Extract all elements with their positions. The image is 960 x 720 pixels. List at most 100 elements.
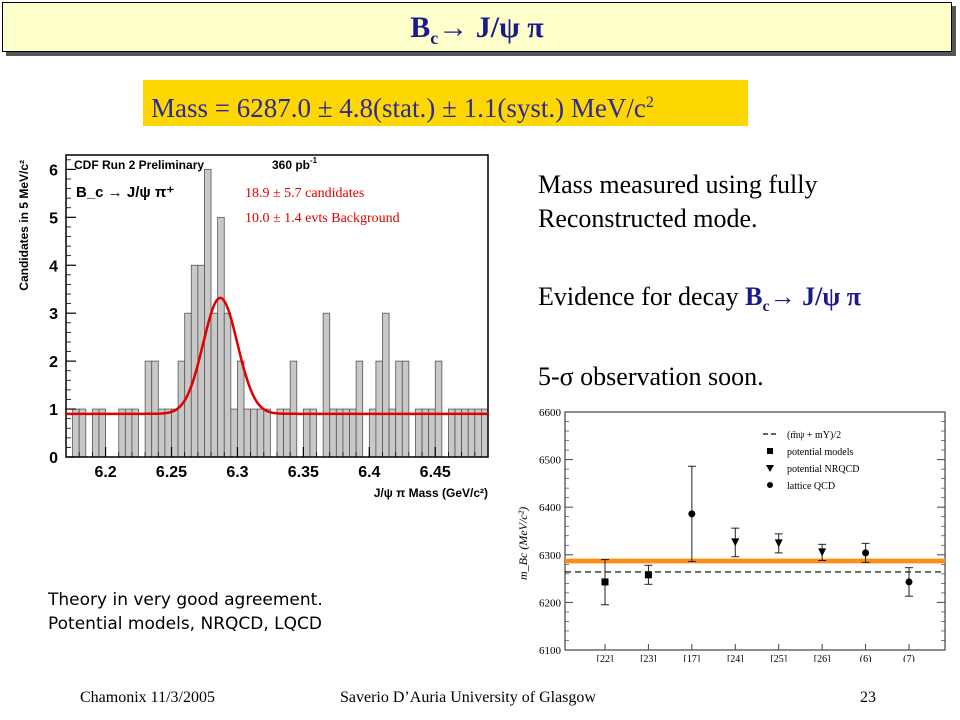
footer-center: Saverio D’Auria University of Glasgow — [340, 689, 596, 706]
histogram-bar — [78, 408, 87, 458]
histogram-bar — [474, 408, 482, 458]
category-label: (7) — [903, 654, 915, 662]
y-tick-label: 5 — [49, 210, 58, 227]
histogram-bar — [276, 408, 284, 458]
lattice-qcd-point — [862, 549, 870, 557]
theory-frame — [564, 411, 946, 651]
histogram-bar — [184, 312, 192, 458]
y-tick-label: 6500 — [539, 455, 562, 467]
category-label: (6) — [860, 654, 872, 662]
x-tick-label: 6.3 — [226, 464, 248, 481]
category-label: [17] — [684, 654, 701, 662]
title-rest: J/ψ π — [475, 11, 544, 44]
histogram-bar — [256, 408, 265, 458]
lattice-qcd-point — [905, 578, 913, 586]
histogram-bar — [177, 360, 186, 458]
fit-curve — [66, 296, 488, 416]
histogram-bar — [250, 408, 258, 458]
legend-circle-swatch — [767, 482, 773, 488]
potential-model-point — [644, 571, 652, 579]
evidence-arrow: → — [769, 282, 796, 311]
histogram-bar — [335, 408, 344, 458]
histogram-bar — [237, 360, 245, 458]
title-b: B — [410, 11, 431, 44]
nrqcd-point — [818, 548, 827, 557]
text-mass-measured: Mass measured using fully Reconstructed … — [538, 168, 817, 236]
nrqcd-point — [774, 539, 783, 548]
histogram-bar — [342, 408, 350, 458]
histogram-bar — [157, 408, 166, 458]
x-tick-label: 6.25 — [156, 464, 187, 481]
mass-result-text: Mass = 6287.0 ± 4.8(stat.) ± 1.1(syst.) … — [151, 93, 646, 123]
histogram-bar — [243, 408, 252, 458]
decay-label: B_c → J/ψ π⁺ — [76, 184, 174, 201]
histogram-bar — [283, 408, 291, 458]
y-axis-label: Candidates in 5 MeV/c² — [17, 160, 31, 291]
legend-entry: potential models — [787, 447, 853, 458]
x-tick-label: 6.4 — [358, 464, 380, 481]
y-tick-label: 6400 — [539, 502, 562, 514]
legend-square-swatch — [767, 448, 773, 454]
evidence-b: B — [745, 282, 763, 311]
evidence-pre: Evidence for decay — [538, 282, 746, 311]
nrqcd-point — [731, 538, 740, 547]
theory-note: Theory in very good agreement. Potential… — [48, 588, 323, 636]
y-tick-label: 6600 — [539, 407, 562, 419]
histogram-bar — [230, 408, 238, 458]
histogram-bar — [382, 312, 390, 458]
x-tick-label: 6.35 — [288, 464, 319, 481]
histogram-bar — [481, 408, 489, 458]
mass-result-sup: 2 — [645, 94, 654, 111]
y-axis-label: m_Bc (MeV/c²) — [516, 507, 530, 580]
histogram-bar — [401, 360, 410, 458]
evidence-rest: J/ψ π — [795, 282, 861, 311]
histogram-bar — [302, 408, 311, 458]
histogram-bar — [263, 408, 271, 458]
evidence-sub: c — [762, 298, 770, 316]
y-tick-label: 4 — [49, 258, 58, 275]
y-tick-label: 6200 — [539, 597, 562, 609]
histogram-bar — [124, 408, 133, 458]
x-axis-label: J/ψ π Mass (GeV/c²) — [374, 486, 488, 500]
category-label: [26] — [814, 654, 831, 662]
histogram-bar — [322, 312, 331, 458]
histogram-bar — [190, 264, 199, 458]
histogram-bar — [428, 408, 436, 458]
histogram-bar — [131, 408, 139, 458]
annotation-background: 10.0 ± 1.4 evts Background — [245, 211, 400, 226]
mass-result-box: Mass = 6287.0 ± 4.8(stat.) ± 1.1(syst.) … — [143, 80, 748, 126]
annotation-candidates: 18.9 ± 5.7 candidates — [245, 186, 364, 201]
histogram-bar — [223, 312, 232, 458]
legend-entry: potential NRQCD — [787, 464, 860, 475]
histogram-bar — [388, 408, 397, 458]
cdf-measurement-band — [565, 558, 945, 564]
histogram-bar — [448, 408, 456, 458]
theory-comparison-chart: 6100 6200 6300 6400 6500 6600 [22] [23] [17] [24]… — [516, 407, 946, 662]
text-evidence: Evidence for decay Bc→ J/ψ π — [538, 280, 861, 324]
footer-page-number: 23 — [860, 689, 876, 706]
chart-header-left: CDF Run 2 Preliminary — [74, 158, 204, 172]
mass-histogram-chart: 0 1 2 3 4 5 6 6.2 6.25 6.3 6.35 6.4 6.45 J/ψ π Mass (… — [17, 154, 489, 500]
histogram-bar — [415, 408, 423, 458]
legend-entry: lattice QCD — [787, 481, 835, 492]
x-tick-label: 6.2 — [94, 464, 116, 481]
title-sub: c — [430, 28, 439, 48]
histogram-bar — [434, 360, 443, 458]
category-label: [23] — [640, 654, 657, 662]
histogram-bar — [421, 408, 430, 458]
y-tick-label: 6300 — [539, 550, 562, 562]
chart-header-lumi: 360 pb — [272, 158, 310, 172]
histogram-bar — [171, 408, 179, 458]
category-label: [25] — [770, 654, 787, 662]
histogram-bar — [329, 408, 337, 458]
histogram-bar — [454, 408, 463, 458]
y-tick-label: 0 — [49, 450, 58, 467]
histogram-bar — [309, 408, 317, 458]
histogram-bar — [151, 360, 159, 458]
histogram-bar — [98, 408, 106, 458]
x-tick-label: 6.45 — [420, 464, 451, 481]
theory-line2: Potential models, NRQCD, LQCD — [48, 614, 322, 634]
histogram-bar — [355, 360, 364, 458]
y-tick-label: 2 — [49, 354, 58, 371]
histogram-bar — [217, 216, 225, 458]
